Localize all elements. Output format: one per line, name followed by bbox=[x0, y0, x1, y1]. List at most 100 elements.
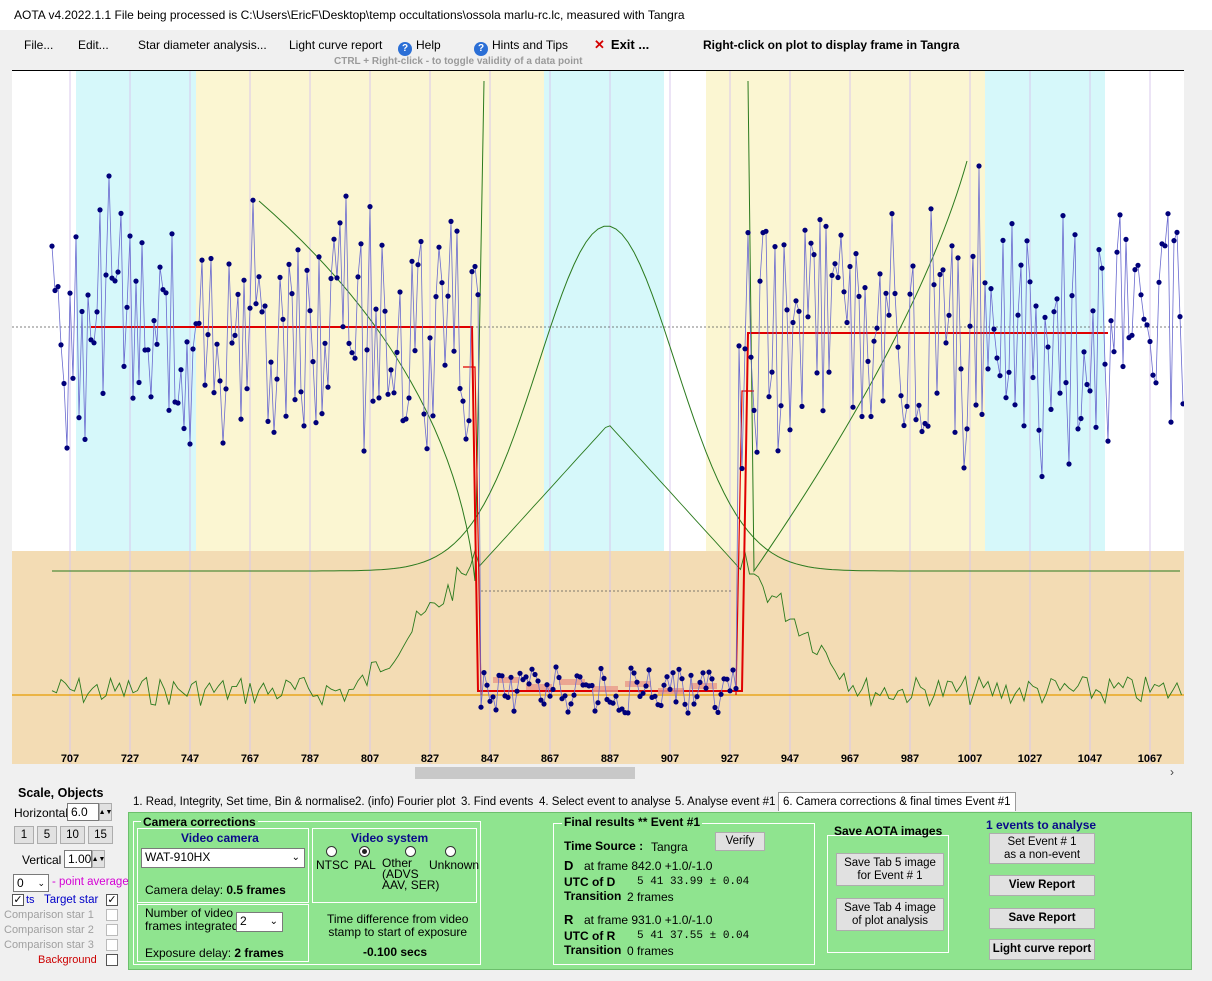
menu-hints[interactable]: ? Hints and Tips bbox=[474, 38, 568, 56]
data-point bbox=[298, 389, 304, 395]
data-point bbox=[832, 261, 838, 267]
tab-find-events[interactable]: 3. Find events bbox=[461, 796, 534, 808]
object-comp1-checkbox[interactable] bbox=[106, 909, 118, 921]
frames-integrated-select[interactable]: 2 ⌄ bbox=[236, 912, 283, 932]
data-point bbox=[451, 348, 457, 354]
save-report-button[interactable]: Save Report bbox=[989, 908, 1095, 929]
save-tab4-button[interactable]: Save Tab 4 image of plot analysis bbox=[836, 898, 944, 931]
data-point bbox=[994, 355, 1000, 361]
light-curve-report-button[interactable]: Light curve report bbox=[989, 939, 1095, 960]
radio-pal[interactable] bbox=[359, 846, 370, 857]
data-point bbox=[514, 688, 520, 694]
data-point bbox=[100, 390, 106, 396]
data-point bbox=[976, 163, 982, 169]
data-point bbox=[373, 306, 379, 312]
exposure-delay-label: Exposure delay: 2 frames bbox=[145, 946, 284, 960]
radio-other[interactable] bbox=[405, 846, 416, 857]
d-frame: at frame 842.0 +1.0/-1.0 bbox=[584, 859, 713, 873]
vertical-scale-input[interactable]: 1.00 bbox=[64, 850, 92, 868]
chevron-down-icon: ⌄ bbox=[37, 878, 45, 888]
data-point bbox=[205, 332, 211, 338]
radio-unknown[interactable] bbox=[445, 846, 456, 857]
menu-file[interactable]: File... bbox=[24, 38, 54, 52]
data-point bbox=[1027, 279, 1033, 285]
data-point bbox=[769, 369, 775, 375]
object-target-star-checkbox[interactable]: ✓ bbox=[106, 894, 118, 906]
tab-select-event[interactable]: 4. Select event to analyse bbox=[539, 796, 671, 808]
data-point bbox=[1156, 279, 1162, 285]
data-point bbox=[619, 706, 625, 712]
object-comp2-checkbox[interactable] bbox=[106, 924, 118, 936]
tab-analyse-event[interactable]: 5. Analyse event #1 bbox=[675, 796, 776, 808]
data-point bbox=[505, 694, 511, 701]
data-point bbox=[280, 316, 286, 322]
camera-model-select[interactable]: WAT-910HX ⌄ bbox=[141, 848, 305, 868]
data-point bbox=[1162, 243, 1168, 249]
data-point bbox=[241, 277, 247, 283]
plot-horizontal-scrollbar[interactable]: › bbox=[12, 764, 1184, 782]
scroll-right-icon[interactable]: › bbox=[1170, 765, 1174, 779]
save-tab5-button[interactable]: Save Tab 5 image for Event # 1 bbox=[836, 853, 944, 886]
tab-read-integrity[interactable]: 1. Read, Integrity, Set time, Bin & norm… bbox=[133, 796, 356, 808]
zoom-10-button[interactable]: 10 bbox=[60, 826, 85, 844]
data-point bbox=[448, 218, 454, 224]
data-point bbox=[829, 272, 835, 278]
set-non-event-button[interactable]: Set Event # 1 as a non-event bbox=[989, 833, 1095, 864]
transition-d-label: Transition bbox=[564, 889, 622, 903]
data-point bbox=[796, 308, 802, 314]
data-point bbox=[244, 386, 250, 392]
zoom-15-button[interactable]: 15 bbox=[88, 826, 113, 844]
view-report-button[interactable]: View Report bbox=[989, 875, 1095, 896]
data-point bbox=[1084, 381, 1090, 388]
data-point bbox=[361, 448, 367, 454]
menu-exit[interactable]: ✕ Exit ... bbox=[594, 37, 649, 53]
data-point bbox=[556, 674, 562, 681]
horizontal-scale-input[interactable]: 6.0 bbox=[67, 803, 99, 821]
object-comp3-checkbox[interactable] bbox=[106, 939, 118, 951]
data-point bbox=[919, 428, 925, 435]
vertical-spinner[interactable]: ▲▼ bbox=[92, 850, 105, 868]
menu-bar: File... Edit... Star diameter analysis..… bbox=[0, 30, 1200, 58]
data-point bbox=[913, 417, 919, 423]
frames-integrated-label: Number of video frames integrated bbox=[145, 906, 239, 933]
camera-corrections-panel: Camera corrections Video camera WAT-910H… bbox=[128, 812, 1192, 970]
tab-camera-corrections[interactable]: 6. Camera corrections & final times Even… bbox=[778, 792, 1016, 811]
data-point bbox=[1024, 238, 1030, 244]
menu-edit[interactable]: Edit... bbox=[78, 38, 109, 52]
data-point bbox=[1006, 369, 1012, 375]
data-point bbox=[289, 291, 295, 297]
data-point bbox=[349, 350, 355, 356]
data-point bbox=[631, 670, 637, 676]
zoom-5-button[interactable]: 5 bbox=[37, 826, 57, 844]
menu-star-diameter[interactable]: Star diameter analysis... bbox=[138, 38, 267, 52]
data-point bbox=[673, 699, 679, 705]
light-curve-plot[interactable]: 707 727 747 767 787 807 827 847 867 887 907 927 947 9… bbox=[12, 70, 1184, 765]
menu-help[interactable]: ? Help bbox=[398, 38, 441, 56]
data-point bbox=[508, 674, 514, 680]
zoom-1-button[interactable]: 1 bbox=[14, 826, 34, 844]
left-checkbox[interactable]: ✓ bbox=[12, 894, 24, 906]
data-point bbox=[61, 380, 67, 387]
horizontal-spinner[interactable]: ▲▼ bbox=[99, 803, 112, 821]
data-point bbox=[121, 363, 127, 369]
radio-ntsc[interactable] bbox=[326, 846, 337, 857]
data-point bbox=[1000, 237, 1006, 243]
data-point bbox=[784, 307, 790, 313]
object-background-checkbox[interactable] bbox=[106, 954, 118, 966]
point-average-select[interactable]: 0 ⌄ bbox=[13, 874, 49, 892]
object-background-label: Background bbox=[38, 954, 97, 966]
data-point bbox=[730, 667, 736, 673]
data-point bbox=[754, 449, 760, 455]
camera-delay-label: Camera delay: 0.5 frames bbox=[145, 883, 286, 897]
data-point bbox=[85, 292, 91, 298]
time-diff-value: -0.100 secs bbox=[363, 945, 428, 959]
verify-button[interactable]: Verify bbox=[715, 832, 765, 851]
data-point bbox=[214, 341, 220, 347]
scrollbar-thumb[interactable] bbox=[415, 767, 635, 779]
menu-light-curve-report[interactable]: Light curve report bbox=[289, 38, 383, 52]
tab-fourier[interactable]: 2. (info) Fourier plot bbox=[355, 796, 456, 808]
data-point bbox=[331, 236, 337, 242]
light-curve-svg[interactable]: 707 727 747 767 787 807 827 847 867 887 907 927 947 9… bbox=[12, 71, 1184, 765]
data-point bbox=[925, 423, 931, 429]
data-point bbox=[1165, 211, 1171, 217]
